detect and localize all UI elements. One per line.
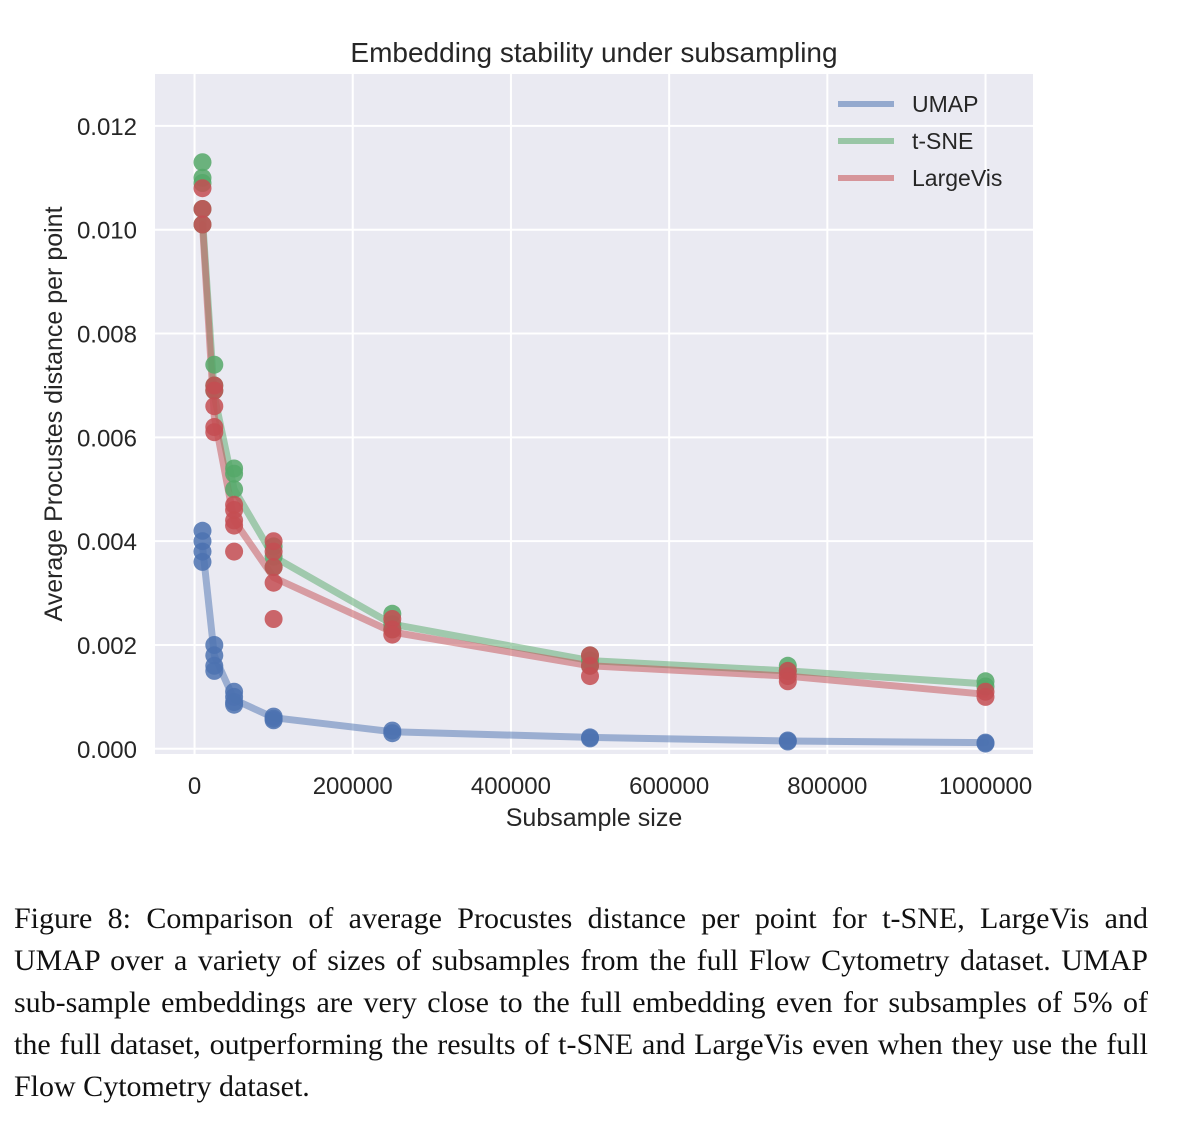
umap-legend-label: UMAP <box>912 91 978 117</box>
umap-point <box>264 711 283 730</box>
largevis-point <box>225 516 244 535</box>
umap-point <box>383 724 402 743</box>
largevis-point <box>205 397 224 416</box>
y-tick-label: 0.008 <box>77 322 137 349</box>
x-tick-label: 400000 <box>471 773 551 800</box>
t-sne-point <box>225 480 244 499</box>
plot-background <box>155 74 1033 754</box>
umap-point <box>225 695 244 714</box>
t-sne-point <box>205 355 224 374</box>
t-sne-legend-label: t-SNE <box>912 128 973 154</box>
legend: UMAP t-SNE LargeVis <box>838 91 1002 191</box>
y-tick-label: 0.012 <box>77 114 137 141</box>
largevis-point <box>581 667 599 686</box>
largevis-point <box>976 687 995 706</box>
umap-point <box>581 729 599 748</box>
largevis-point <box>264 573 283 592</box>
y-grid <box>155 124 1033 750</box>
y-tick-label: 0.010 <box>77 218 137 245</box>
procrustes-chart: 0.000 0.002 0.004 0.006 0.008 0.010 0.012 0 200… <box>40 37 1033 832</box>
figure-caption: Figure 8: Comparison of average Procuste… <box>14 902 1148 1103</box>
umap-point <box>205 661 224 680</box>
x-axis-label: Subsample size <box>506 804 682 832</box>
umap-point <box>778 732 797 751</box>
x-tick-labels: 0 200000 400000 600000 800000 1000000 <box>188 773 1032 800</box>
y-tick-labels: 0.000 0.002 0.004 0.006 0.008 0.010 0.012 <box>77 114 137 764</box>
largevis-point <box>193 215 212 234</box>
y-tick-label: 0.000 <box>77 737 137 764</box>
largevis-point <box>205 423 224 442</box>
largevis-point <box>264 610 283 628</box>
series-points <box>193 153 995 753</box>
largevis-point <box>205 381 224 400</box>
largevis-point <box>225 542 244 561</box>
y-tick-label: 0.002 <box>77 633 137 660</box>
x-tick-label: 600000 <box>629 773 709 800</box>
largevis-point <box>778 672 797 691</box>
umap-point <box>976 734 995 753</box>
y-tick-label: 0.006 <box>77 425 137 452</box>
x-tick-label: 1000000 <box>939 773 1032 800</box>
y-axis-label: Average Procustes distance per point <box>40 206 68 621</box>
umap-point <box>193 552 212 571</box>
largevis-point <box>264 558 283 577</box>
largevis-point <box>264 542 283 561</box>
largevis-point <box>383 625 402 644</box>
largevis-point <box>193 200 212 218</box>
x-tick-label: 200000 <box>313 773 393 800</box>
t-sne-point <box>193 153 212 172</box>
largevis-legend-label: LargeVis <box>912 165 1002 191</box>
largevis-point <box>193 179 212 198</box>
x-tick-label: 0 <box>188 773 201 800</box>
x-tick-label: 800000 <box>787 773 867 800</box>
y-tick-label: 0.004 <box>77 529 137 556</box>
t-sne-point <box>225 464 244 483</box>
chart-title: Embedding stability under subsampling <box>350 37 837 68</box>
